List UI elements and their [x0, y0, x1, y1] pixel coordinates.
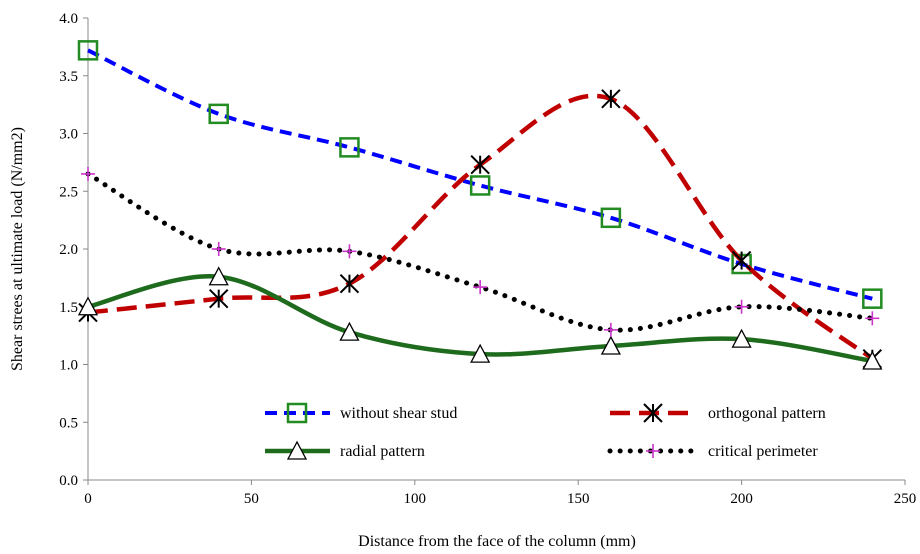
data-point [470, 343, 491, 363]
series-line [87, 93, 874, 361]
legend-item: without shear stud [265, 402, 457, 424]
series-orthogonal-pattern [78, 89, 883, 369]
data-point [209, 288, 229, 309]
x-tick-label: 100 [404, 491, 427, 507]
data-point [734, 299, 749, 314]
data-point [342, 244, 357, 259]
y-tick-label: 0.0 [59, 473, 78, 489]
series-layer [77, 40, 883, 370]
x-tick-label: 250 [894, 491, 917, 507]
y-tick-label: 1.0 [59, 358, 78, 374]
data-point [469, 175, 491, 196]
data-point [601, 89, 621, 109]
legend-marker [286, 402, 308, 424]
y-axis-title: Shear strees at ultimate load (N/mm2) [9, 127, 26, 371]
y-tick-label: 3.5 [59, 69, 78, 85]
x-tick-label: 150 [567, 491, 590, 507]
legend-label: radial pattern [340, 443, 425, 460]
x-tick-label: 200 [730, 491, 753, 507]
y-tick-label: 4.0 [59, 11, 78, 27]
legend-item: orthogonal pattern [610, 403, 826, 423]
data-point [339, 273, 360, 294]
legend-label: orthogonal pattern [708, 405, 826, 422]
x-axis-ticks: 0 50 100 150 200 250 [84, 480, 916, 507]
data-point [208, 103, 229, 125]
legend-marker [646, 444, 660, 458]
data-point [211, 242, 226, 256]
legend-marker [643, 403, 663, 423]
y-axis-ticks: 0.0 0.5 1.0 1.5 2.0 2.5 3.0 3.5 4.0 [59, 11, 88, 489]
data-point [865, 311, 880, 326]
legend-marker [286, 440, 308, 460]
legend-label: without shear stud [340, 405, 457, 422]
data-point [731, 250, 752, 271]
legend-label: critical perimeter [708, 443, 818, 460]
legend-item: critical perimeter [607, 443, 818, 460]
data-point [603, 322, 618, 337]
y-tick-label: 1.5 [59, 300, 78, 316]
data-point [77, 296, 99, 316]
data-point [862, 288, 883, 309]
x-tick-label: 50 [244, 491, 259, 507]
y-tick-label: 0.5 [59, 415, 78, 431]
series-critical-perimeter [81, 166, 880, 337]
series-line [87, 48, 873, 301]
data-point [473, 280, 488, 295]
data-point [208, 266, 229, 286]
data-point [339, 137, 360, 158]
series-line [85, 171, 875, 333]
y-tick-label: 3.0 [59, 127, 78, 143]
legend: without shear stud orthogonal pattern radi… [265, 402, 826, 460]
data-point [77, 40, 99, 61]
x-axis-title: Distance from the face of the column (mm… [358, 533, 636, 550]
y-tick-label: 2.5 [59, 184, 78, 200]
data-point [731, 328, 752, 348]
data-point [470, 154, 490, 175]
data-point [339, 321, 360, 341]
series-radial-pattern [77, 266, 883, 370]
series-without-shear-stud [77, 40, 883, 309]
x-tick-label: 0 [84, 491, 92, 507]
data-point [600, 207, 622, 229]
data-point [81, 166, 95, 181]
y-tick-label: 2.0 [59, 242, 78, 258]
legend-item: radial pattern [265, 440, 425, 460]
data-point [600, 335, 621, 355]
data-point [862, 350, 883, 370]
